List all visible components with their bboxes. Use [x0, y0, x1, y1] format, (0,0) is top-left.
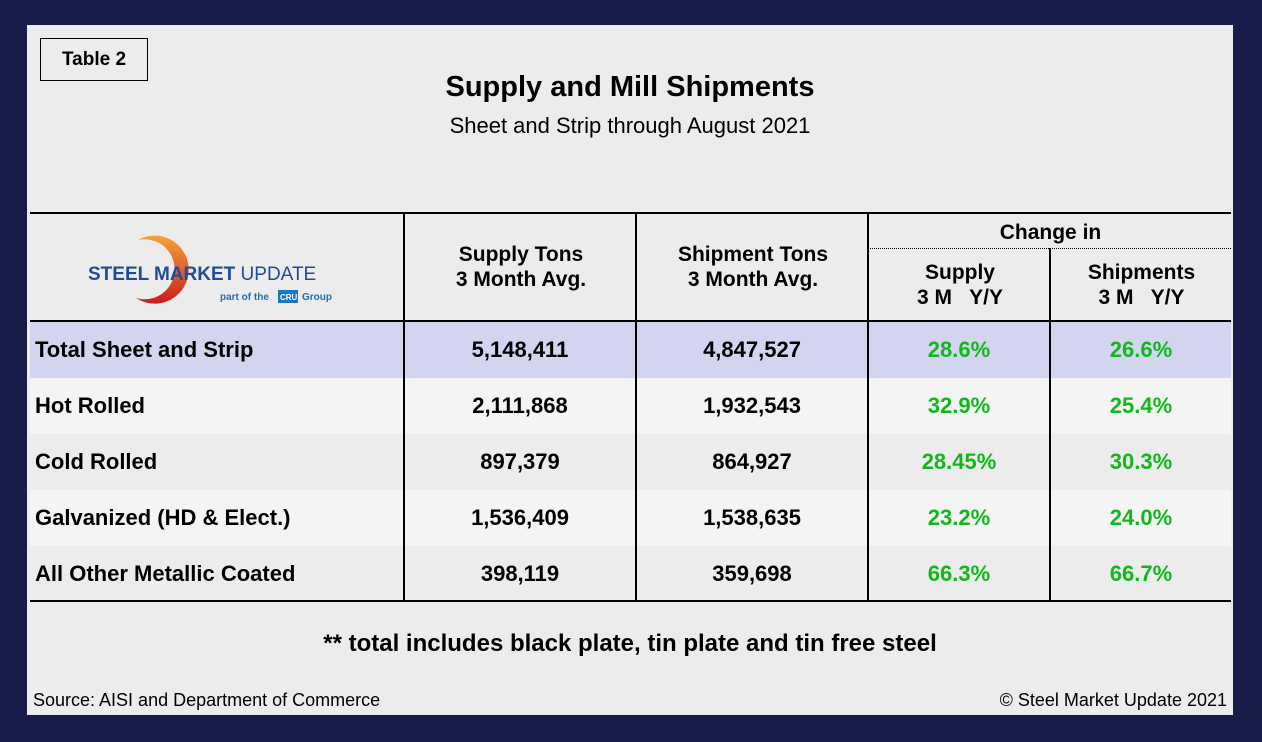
header-supply-change: Supply 3 M Y/Y	[870, 249, 1050, 320]
row-label-cell: Total Sheet and Strip	[35, 337, 254, 362]
supply-tons-cell: 5,148,411	[471, 337, 569, 362]
supply-change-cell: 23.2%	[927, 505, 991, 530]
table-rule	[30, 600, 1231, 602]
supply-change-cell: 28.6%	[927, 337, 991, 362]
table-row: Galvanized (HD & Elect.) 1,536,409 1,538,6…	[30, 490, 1231, 546]
shipments-change-cell: 24.0%	[1109, 505, 1173, 530]
row-label-cell: All Other Metallic Coated	[35, 561, 296, 586]
header-shipments-change: Shipments 3 M Y/Y	[1052, 249, 1231, 320]
supply-tons-cell: 897,379	[480, 449, 560, 474]
footnote: ** total includes black plate, tin plate…	[323, 630, 937, 657]
header-line: 3 Month Avg.	[687, 268, 819, 291]
shipments-change-cell: 30.3%	[1109, 449, 1173, 474]
shipment-tons-cell: 1,932,543	[703, 393, 801, 418]
shipments-change-cell: 25.4%	[1109, 393, 1173, 418]
header-supply-tons: Supply Tons 3 Month Avg.	[406, 214, 636, 320]
svg-text:Group: Group	[302, 292, 332, 303]
supply-change-cell: 28.45%	[921, 449, 997, 474]
row-label-cell: Hot Rolled	[35, 393, 145, 418]
header-line: Shipment Tons	[677, 243, 829, 266]
table-row: All Other Metallic Coated 398,119 359,698 6…	[30, 546, 1231, 602]
supply-tons-cell: 2,111,868	[472, 393, 568, 418]
table-row: Hot Rolled 2,111,868 1,932,543 32.9% 25.4%	[30, 378, 1231, 434]
copyright-text: © Steel Market Update 2021	[999, 690, 1227, 710]
shipment-tons-cell: 4,847,527	[703, 337, 801, 362]
steel-market-update-logo: STEEL MARKET UPDATE part of the CRU Grou…	[88, 230, 348, 306]
header-line: 3 Month Avg.	[455, 268, 587, 291]
table-subtitle: Sheet and Strip through August 2021	[449, 113, 811, 138]
shipments-change-cell: 26.6%	[1109, 337, 1173, 362]
supply-tons-cell: 1,536,409	[471, 505, 569, 530]
svg-text:part of the: part of the	[220, 292, 269, 303]
svg-text:STEEL: STEEL	[88, 264, 150, 285]
table-row: Cold Rolled 897,379 864,927 28.45% 30.3%	[30, 434, 1231, 490]
svg-text:MARKET UPDATE: MARKET UPDATE	[154, 264, 316, 285]
table-rule	[30, 212, 1231, 214]
header-shipment-tons: Shipment Tons 3 Month Avg.	[638, 214, 868, 320]
table-number-label: Table 2	[40, 38, 148, 81]
header-line: Shipments	[1087, 260, 1196, 284]
shipment-tons-cell: 359,698	[712, 561, 792, 586]
table-rule	[30, 320, 1231, 322]
column-rule	[403, 212, 405, 602]
header-change-in: Change in	[999, 220, 1102, 244]
header-line: 3 M Y/Y	[917, 285, 1003, 309]
header-line: Supply	[924, 260, 995, 284]
table-title: Supply and Mill Shipments	[445, 71, 815, 103]
svg-text:CRU: CRU	[280, 293, 298, 302]
table-row: Total Sheet and Strip 5,148,411 4,847,527 2…	[30, 322, 1231, 378]
supply-change-cell: 32.9%	[927, 393, 991, 418]
table-panel: Table 2 Supply and Mill Shipments Sheet …	[27, 25, 1233, 715]
shipment-tons-cell: 1,538,635	[703, 505, 801, 530]
header-line: 3 M Y/Y	[1098, 285, 1185, 309]
supply-change-cell: 66.3%	[927, 561, 991, 586]
column-rule	[1049, 248, 1051, 602]
row-label-cell: Cold Rolled	[35, 449, 158, 474]
row-label-cell: Galvanized (HD & Elect.)	[35, 505, 291, 530]
shipments-change-cell: 66.7%	[1109, 561, 1173, 586]
shipment-tons-cell: 864,927	[712, 449, 792, 474]
column-rule	[635, 212, 637, 602]
source-text: Source: AISI and Department of Commerce	[33, 690, 381, 710]
header-line: Supply Tons	[458, 243, 584, 266]
column-rule	[867, 212, 869, 602]
supply-tons-cell: 398,119	[480, 561, 560, 586]
